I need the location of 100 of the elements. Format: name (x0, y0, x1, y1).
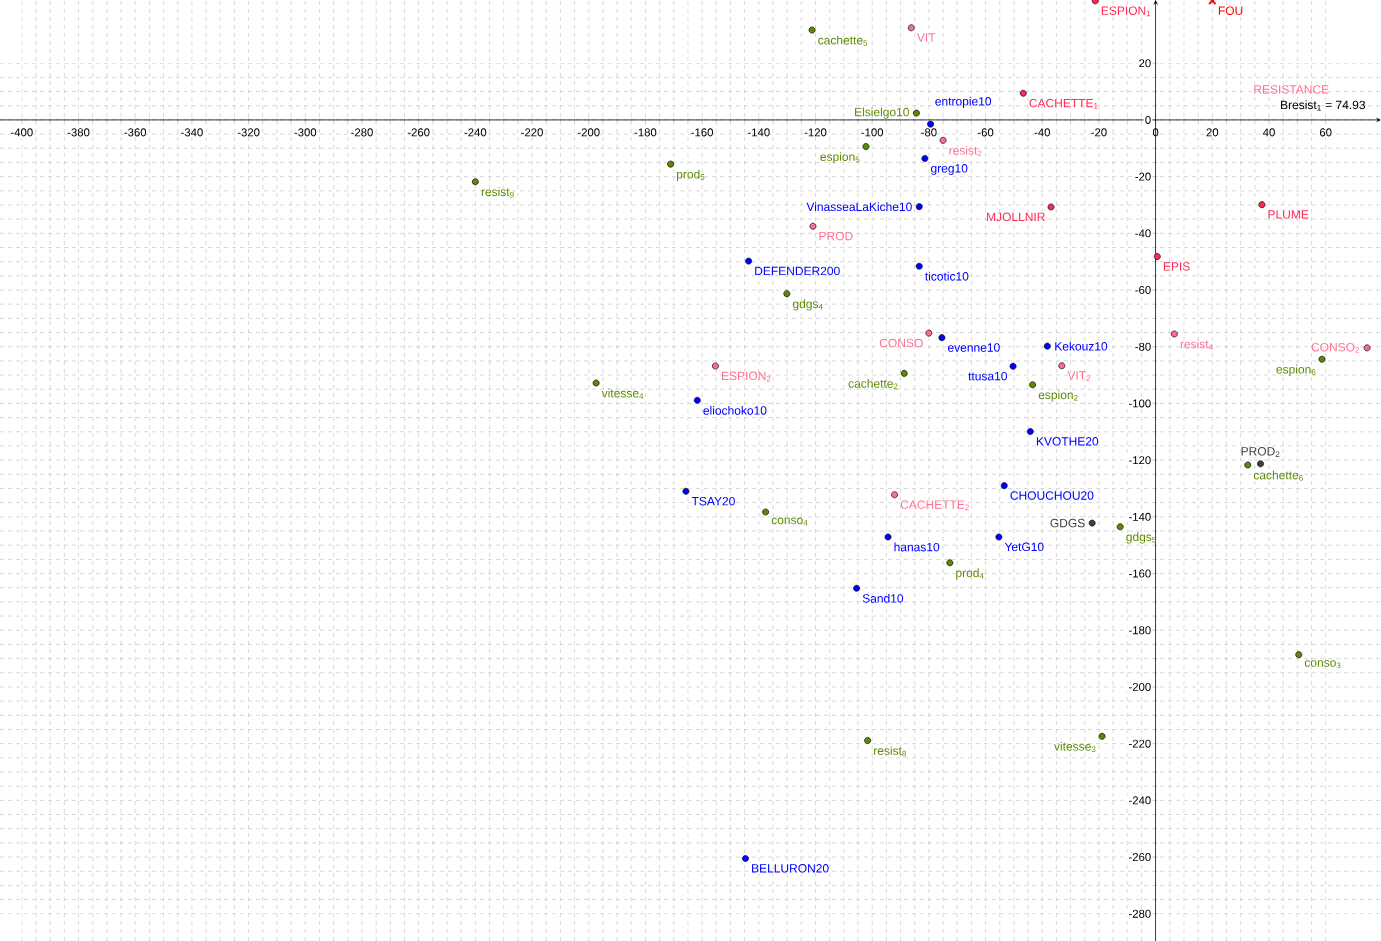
annotation: cachette$_{5}$ (818, 35, 868, 46)
annotation: Elsielgo10 (855, 107, 909, 119)
point (667, 160, 675, 168)
x-tick-label: -120 (804, 128, 827, 137)
annotation: eliochoko10 (703, 405, 767, 415)
point (1026, 428, 1034, 435)
y-tick-label: -80 (1135, 342, 1151, 351)
point (809, 222, 817, 230)
y-tick-label: -20 (1135, 172, 1151, 181)
annotation: espion$_{5}$ (820, 152, 860, 164)
annotation: ttusa10 (968, 371, 1007, 381)
annotation: PROD$_{2}$ (1241, 447, 1280, 457)
annotation: conso$_{4}$ (771, 517, 808, 526)
x-tick-label: -40 (1034, 128, 1050, 137)
annotation: greg10 (931, 164, 968, 175)
annotation: ticotic10 (925, 271, 969, 281)
point (1043, 342, 1051, 350)
y-tick-label: -220 (1129, 739, 1151, 748)
annotation: ESPION$_{1}$ (1101, 6, 1151, 17)
x-tick-label: 20 (1206, 128, 1219, 137)
annotation: espion$_{2}$ (1038, 390, 1078, 402)
point (938, 334, 946, 342)
annotation: YetG10 (1004, 542, 1044, 552)
point (682, 487, 690, 495)
point (1295, 651, 1303, 659)
annotation: DEFENDER200 (755, 266, 840, 276)
annotation: BELLURON20 (752, 864, 829, 873)
annotation: gdgs$_{5}$ (1126, 532, 1156, 544)
point (693, 396, 701, 404)
point (900, 369, 908, 377)
point (1000, 482, 1008, 490)
point (1153, 253, 1161, 260)
point (808, 26, 816, 34)
annotation: CACHETTE$_{1}$ (1029, 98, 1098, 109)
point (592, 379, 600, 387)
annotation: cachette$_{2}$ (848, 378, 898, 390)
annotation: VinasseaLaKiche10 (806, 202, 912, 212)
annotation: PLUME (1268, 210, 1309, 219)
x-tick-label: 60 (1319, 128, 1332, 137)
annotation: resist$_{4}$ (1180, 339, 1213, 350)
point (745, 257, 752, 265)
y-tick-label: -120 (1129, 456, 1151, 465)
annotation: Sand10 (862, 593, 904, 603)
x-tick-label: -80 (921, 128, 937, 137)
annotation: conso$_{3}$ (1304, 660, 1341, 669)
x-tick-label: -200 (577, 128, 600, 137)
annotation: entropie10 (935, 96, 992, 108)
point (783, 290, 791, 298)
point (1318, 355, 1326, 363)
x-tick-label: -400 (10, 128, 33, 137)
annotation: resist$_{2}$ (949, 145, 982, 157)
y-tick-label: -240 (1129, 796, 1151, 805)
x-tick-label: -20 (1091, 128, 1107, 137)
x-tick-label: -280 (351, 128, 373, 137)
annotation: RESISTANCE (1254, 85, 1329, 94)
annotation: TSAY20 (691, 496, 735, 506)
point (891, 491, 898, 499)
annotation: KVOTHE20 (1036, 437, 1099, 446)
point (1029, 381, 1037, 389)
annotation: GDGS (1050, 518, 1085, 528)
point (1088, 519, 1096, 527)
point (907, 24, 915, 32)
point (915, 203, 923, 211)
y-tick-label: -180 (1129, 626, 1151, 635)
y-tick-label: 0 (1145, 115, 1151, 124)
point (862, 143, 870, 150)
x-tick-label: 40 (1262, 128, 1275, 137)
x-tick-label: -360 (124, 128, 147, 137)
point (921, 155, 929, 162)
annotation: CACHETTE$_{2}$ (900, 500, 969, 511)
annotation: hanas10 (894, 542, 940, 552)
annotation: resist$_{9}$ (481, 187, 514, 198)
y-tick-label: -140 (1129, 512, 1151, 521)
point (742, 855, 749, 862)
point (1257, 460, 1264, 468)
annotation: gdgs$_{4}$ (792, 299, 823, 311)
annotation: CONSO (879, 338, 923, 348)
annotation: ESPION$_{2}$ (722, 371, 771, 382)
point (1116, 523, 1124, 531)
y-tick-label: -100 (1129, 399, 1151, 408)
point (915, 262, 923, 270)
y-tick-label: -40 (1135, 229, 1151, 238)
y-tick-label: -200 (1129, 682, 1151, 691)
point (939, 136, 947, 144)
x-tick-label: -160 (691, 128, 713, 137)
annotation: MJOLLNIR (987, 212, 1045, 222)
annotation: prod$_{5}$ (677, 169, 705, 181)
point (912, 109, 920, 117)
point (884, 533, 892, 541)
y-tick-label: -60 (1135, 286, 1151, 295)
y-tick-label: -160 (1129, 569, 1151, 578)
annotation: FOU (1218, 6, 1243, 15)
annotation: CHOUCHOU20 (1010, 491, 1094, 500)
point (471, 178, 479, 186)
point (762, 508, 770, 516)
point (1009, 362, 1017, 370)
point (946, 559, 954, 567)
point (712, 362, 719, 370)
point (1258, 201, 1266, 209)
annotation: espion$_{6}$ (1276, 364, 1316, 376)
